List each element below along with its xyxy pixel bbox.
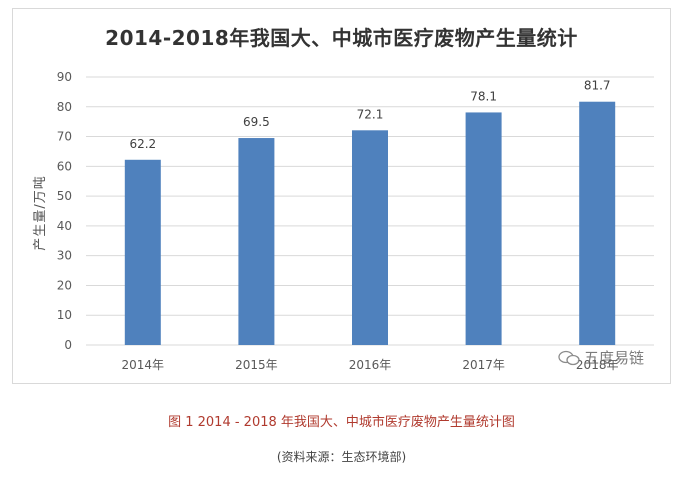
y-tick-label: 30: [57, 249, 72, 263]
x-tick-label: 2017年: [462, 358, 505, 372]
x-axis-ticks: 2014年 2015年 2016年 2017年 2018年: [122, 358, 619, 372]
y-tick-label: 40: [57, 219, 72, 233]
data-label: 72.1: [357, 107, 384, 121]
data-label: 62.2: [129, 137, 156, 151]
y-tick-label: 10: [57, 308, 72, 322]
y-tick-label: 80: [57, 100, 72, 114]
bar: [352, 130, 388, 345]
y-tick-label: 50: [57, 189, 72, 203]
source-note: (资料来源：生态环境部): [276, 450, 407, 464]
watermark: 五度易链: [558, 347, 644, 368]
y-tick-label: 0: [64, 338, 72, 352]
wechat-logo-icon: [558, 350, 580, 365]
y-tick-label: 20: [57, 278, 72, 292]
chart-title: 2014-2018年我国大、中城市医疗废物产生量统计: [105, 26, 578, 50]
y-tick-label: 70: [57, 130, 72, 144]
figure-caption: 图 1 2014 - 2018 年我国大、中城市医疗废物产生量统计图: [168, 415, 515, 430]
y-axis-label: 产生量/万吨: [33, 175, 48, 250]
bar-chart: 0 10 20 30 40 50 60 70 80 90 62.2 69.5 72.1 78.1 81.7…: [33, 70, 654, 372]
bar: [579, 101, 616, 346]
x-tick-label: 2014年: [122, 358, 165, 372]
x-tick-label: 2015年: [235, 358, 278, 372]
bar: [465, 112, 502, 346]
data-label: 78.1: [470, 89, 497, 103]
bar: [124, 159, 161, 345]
x-tick-label: 2016年: [349, 358, 392, 372]
bars: [124, 101, 616, 346]
data-labels: 62.2 69.5 72.1 78.1 81.7: [129, 79, 610, 151]
watermark-text: 五度易链: [584, 349, 645, 367]
y-tick-label: 90: [57, 70, 72, 84]
y-axis-ticks: 0 10 20 30 40 50 60 70 80 90: [57, 70, 72, 352]
data-label: 69.5: [243, 115, 270, 129]
x-tick-label: 2018年: [576, 358, 619, 372]
bar: [238, 138, 275, 345]
y-tick-label: 60: [57, 159, 72, 173]
data-label: 81.7: [584, 79, 611, 93]
